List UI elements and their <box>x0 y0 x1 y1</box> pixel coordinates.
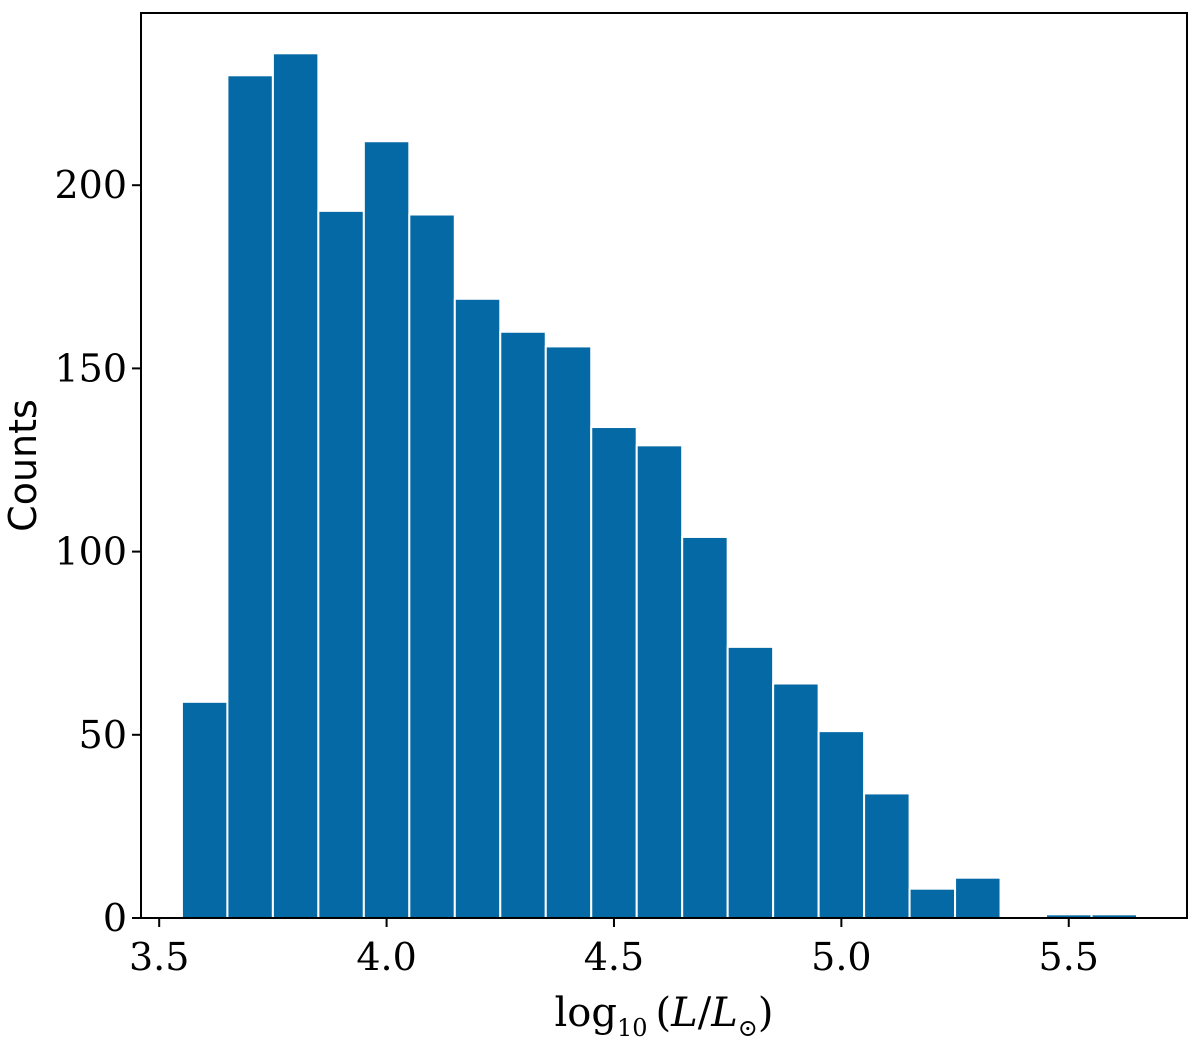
y-tick-label: 50 <box>79 713 127 757</box>
histogram-bar <box>271 52 320 919</box>
x-axis-label-Lsun: L <box>710 990 738 1036</box>
histogram-bar <box>362 140 411 919</box>
histogram-bar <box>408 213 456 920</box>
histogram-bar <box>863 792 911 920</box>
x-axis-label: log10 (L/L⊙) <box>555 990 774 1040</box>
x-tick-label: 5.0 <box>811 935 871 979</box>
y-axis-ticks: 0 50 100 150 200 <box>54 163 141 940</box>
histogram-bar <box>453 297 502 919</box>
x-tick-label: 3.5 <box>129 935 189 979</box>
x-axis-ticks: 3.5 4.0 4.5 5.0 5.5 <box>129 918 1099 979</box>
bars-group <box>180 52 1138 920</box>
histogram-bar <box>954 876 1002 919</box>
x-tick-label: 5.5 <box>1039 935 1099 979</box>
x-axis-label-L: L <box>670 990 698 1036</box>
histogram-bar <box>590 426 638 919</box>
x-axis-label-sub: 10 <box>617 1014 648 1040</box>
histogram-bar <box>908 887 957 919</box>
histogram-bar <box>499 330 547 919</box>
axes-frame <box>140 12 1188 919</box>
y-tick-label: 150 <box>54 346 127 390</box>
x-tick-label: 4.5 <box>584 935 644 979</box>
x-tick-label: 4.0 <box>356 935 416 979</box>
histogram-bar <box>817 730 866 919</box>
histogram-bar <box>772 682 820 919</box>
histogram-bar <box>226 74 274 919</box>
y-tick-label: 0 <box>103 896 127 940</box>
histogram-bar <box>726 645 775 919</box>
x-axis-label-func: log <box>555 990 617 1036</box>
histogram-bar <box>180 700 229 920</box>
histogram-bar <box>635 444 684 919</box>
y-tick-label: 200 <box>54 163 127 207</box>
x-axis-label-sun: ⊙ <box>738 1014 758 1040</box>
histogram-bar <box>681 535 729 920</box>
x-axis-label-open: ( <box>656 990 672 1036</box>
y-tick-label: 100 <box>54 530 127 574</box>
y-axis-label: Counts <box>1 399 45 532</box>
x-axis-label-close: ) <box>758 990 774 1036</box>
x-axis-label-slash: / <box>698 990 712 1036</box>
histogram-bar <box>317 209 365 919</box>
histogram-bar <box>544 345 593 919</box>
